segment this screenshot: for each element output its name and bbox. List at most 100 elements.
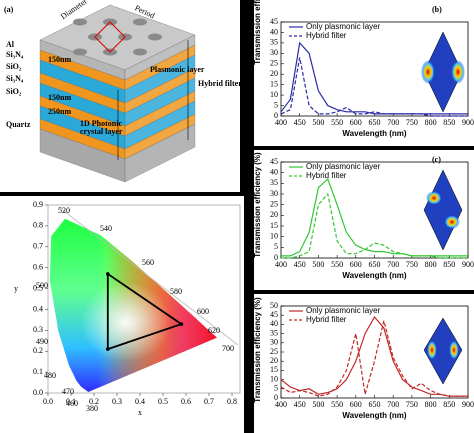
layer-right	[124, 123, 196, 183]
x-tick-label: 500	[312, 260, 324, 269]
x-tick-label: 850	[443, 400, 455, 409]
y-tick-label: 40	[270, 27, 278, 36]
series-line	[280, 41, 468, 115]
locus-label: 490	[36, 337, 48, 346]
locus-label: 520	[58, 206, 70, 215]
x-tick-label: 700	[387, 118, 399, 127]
x-tick-label: 450	[294, 118, 306, 127]
photonic-label: crystal layer	[80, 127, 123, 136]
panel-label: (b)	[432, 5, 442, 14]
layer-label: SiO₂	[6, 87, 22, 96]
x-tick-label: 600	[350, 118, 362, 127]
x-tick-label: 700	[387, 260, 399, 269]
locus-label: 600	[197, 307, 209, 316]
x-tick-label: 0.5	[158, 397, 168, 406]
x-tick-label: 750	[406, 260, 418, 269]
locus-label: 700	[222, 344, 234, 353]
x-tick-label: 650	[369, 118, 381, 127]
y-axis-label: y	[14, 284, 18, 293]
hole	[148, 33, 162, 41]
x-tick-label: 0.7	[204, 397, 214, 406]
x-axis-label: Wavelength (nm)	[342, 129, 406, 138]
y-tick-label: 25	[270, 59, 278, 68]
thickness-label: 150nm	[48, 55, 71, 64]
x-tick-label: 0.2	[89, 397, 99, 406]
y-tick-label: 5	[274, 100, 278, 109]
y-tick-label: 5	[274, 242, 278, 251]
hole	[73, 18, 87, 26]
hole	[133, 48, 147, 56]
y-axis-label: Transmission efficiency (%)	[253, 297, 262, 403]
y-tick-label: 35	[270, 38, 278, 47]
x-tick-label: 400	[275, 118, 287, 127]
y-tick-label: 5	[274, 384, 278, 393]
x-tick-label: 0.8	[227, 397, 237, 406]
x-axis-label: Wavelength (nm)	[342, 271, 406, 280]
x-tick-label: 600	[350, 400, 362, 409]
y-tick-label: 30	[270, 189, 278, 198]
hole	[133, 18, 147, 26]
thickness-label: 250nm	[48, 107, 71, 116]
series-line	[281, 192, 468, 259]
y-tick-label: 45	[270, 17, 278, 26]
y-tick-label: 45	[270, 157, 278, 166]
x-tick-label: 400	[275, 400, 287, 409]
panel-label: (c)	[432, 155, 441, 164]
x-axis-label: x	[138, 408, 142, 417]
legend-label: Hybrid filter	[306, 31, 347, 40]
legend-label: Only plasmonic layer	[306, 162, 381, 171]
layer-label: Al	[6, 40, 15, 49]
y-tick-label: 20	[270, 210, 278, 219]
x-tick-label: 800	[425, 118, 437, 127]
x-tick-label: 900	[462, 118, 474, 127]
y-tick-label: 0.2	[33, 346, 43, 355]
triangle	[106, 272, 184, 351]
x-tick-label: 500	[312, 118, 324, 127]
x-tick-label: 800	[425, 260, 437, 269]
y-tick-label: 0.7	[33, 242, 43, 251]
y-tick-label: 40	[270, 319, 278, 328]
x-tick-label: 900	[462, 400, 474, 409]
locus-label: 470	[62, 387, 74, 396]
y-tick-label: 30	[270, 338, 278, 347]
x-tick-label: 600	[350, 260, 362, 269]
x-tick-label: 550	[331, 118, 343, 127]
y-tick-label: 0.0	[33, 388, 43, 397]
series-line	[281, 178, 468, 257]
locus-label: 460	[66, 399, 78, 408]
x-tick-label: 550	[331, 400, 343, 409]
x-tick-label: 850	[443, 118, 455, 127]
y-tick-label: 40	[270, 167, 278, 176]
legend-label: Hybrid filter	[306, 315, 347, 324]
legend-label: Only plasmonic layer	[306, 22, 381, 31]
locus-label: 620	[208, 326, 220, 335]
locus-label: 540	[100, 224, 112, 233]
legend-label: Hybrid filter	[306, 171, 347, 180]
x-tick-label: 0.3	[112, 397, 122, 406]
y-tick-label: 0.6	[33, 262, 43, 271]
y-tick-label: 25	[270, 347, 278, 356]
x-tick-label: 900	[462, 260, 474, 269]
x-tick-label: 0.6	[181, 397, 191, 406]
vertex	[179, 322, 184, 326]
panel-label: (a)	[4, 5, 14, 14]
x-tick-label: 0.1	[66, 397, 76, 406]
y-axis-label: Transmission efficiency (%)	[253, 0, 262, 65]
y-tick-label: 15	[270, 79, 278, 88]
series-line	[280, 57, 468, 117]
inset-b	[421, 31, 465, 113]
y-tick-label: 0.8	[33, 221, 43, 230]
y-tick-label: 50	[270, 301, 278, 310]
y-tick-label: 15	[270, 365, 278, 374]
x-tick-label: 400	[275, 260, 287, 269]
y-tick-label: 0	[274, 253, 278, 262]
x-tick-label: 450	[294, 400, 306, 409]
x-tick-label: 650	[369, 400, 381, 409]
locus-label: 480	[44, 371, 56, 380]
layer-label: Si₃N₄	[6, 74, 24, 83]
x-tick-label: 650	[369, 260, 381, 269]
y-tick-label: 0	[274, 393, 278, 402]
y-tick-label: 0	[274, 111, 278, 120]
vertex	[106, 347, 110, 351]
y-tick-label: 0.4	[33, 304, 43, 313]
